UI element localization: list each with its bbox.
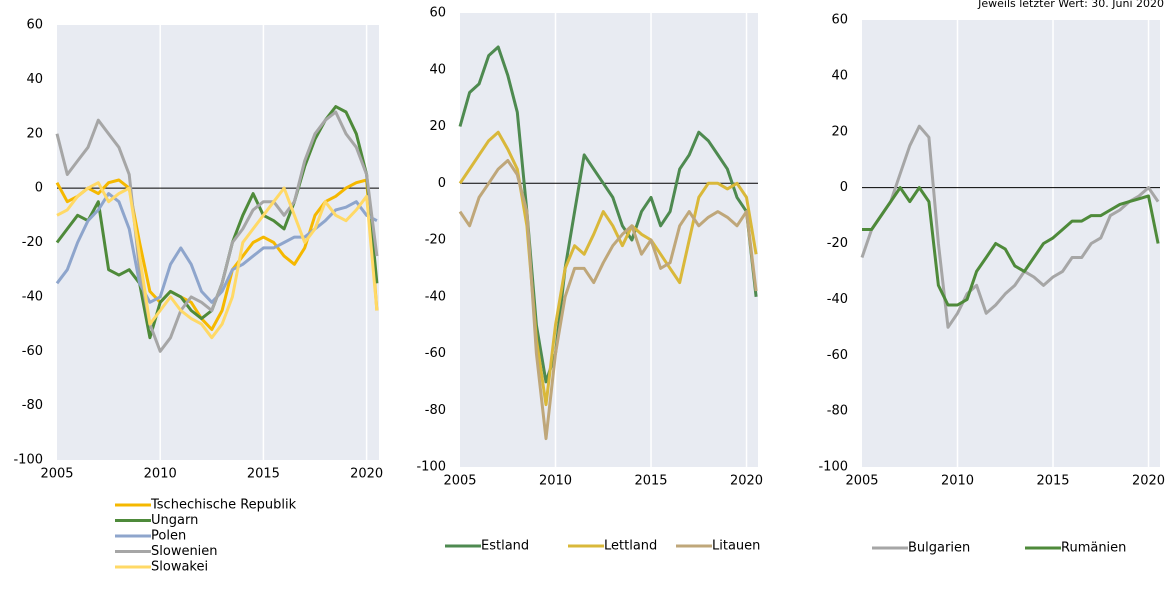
x-tick-label: 2020	[1132, 474, 1165, 489]
y-tick-label: 60	[831, 13, 848, 28]
y-tick-label: -100	[818, 460, 848, 475]
series-line	[458, 159, 758, 441]
x-tick-label: 2010	[539, 474, 572, 489]
y-tick-label: 0	[438, 176, 446, 191]
y-tick-label: 20	[831, 124, 848, 139]
legend-label: Ungarn	[151, 513, 198, 528]
x-tick-label: 2020	[730, 474, 763, 489]
legend-label: Lettland	[604, 539, 657, 554]
y-tick-label: -80	[827, 404, 848, 419]
y-tick-label: 0	[35, 181, 43, 196]
y-tick-label: -80	[425, 403, 446, 418]
y-tick-label: 40	[831, 68, 848, 83]
y-tick-label: -100	[13, 453, 43, 468]
x-tick-label: 2005	[443, 474, 476, 489]
x-tick-label: 2015	[247, 467, 280, 482]
series-line	[56, 181, 379, 340]
note: Jeweils letzter Wert: 30. Juni 2020	[977, 0, 1164, 10]
legend-label: Bulgarien	[908, 541, 970, 556]
series-line	[458, 130, 758, 407]
x-tick-label: 2015	[634, 474, 667, 489]
y-tick-label: -20	[827, 236, 848, 251]
legend-label: Tschechische Republik	[150, 498, 297, 513]
legend-label: Slowenien	[151, 544, 218, 559]
y-tick-label: -40	[22, 289, 43, 304]
plot-area	[862, 20, 1160, 467]
x-tick-label: 2005	[845, 474, 878, 489]
legend-label: Slowakei	[151, 560, 208, 575]
y-tick-label: -60	[425, 346, 446, 361]
series-line	[862, 186, 1160, 307]
x-tick-label: 2020	[350, 467, 383, 482]
y-tick-label: -80	[22, 398, 43, 413]
y-tick-label: 20	[26, 126, 43, 141]
y-tick-label: 60	[26, 18, 43, 33]
legend-label: Estland	[481, 539, 529, 554]
y-tick-label: -60	[22, 344, 43, 359]
legend-label: Polen	[151, 529, 186, 544]
legend-label: Litauen	[712, 539, 760, 554]
y-tick-label: 0	[840, 180, 848, 195]
y-tick-label: -40	[425, 289, 446, 304]
x-tick-label: 2015	[1036, 474, 1069, 489]
plot-area	[460, 13, 758, 467]
series-line	[860, 124, 1160, 329]
y-tick-label: -20	[22, 235, 43, 250]
y-tick-label: 40	[26, 72, 43, 87]
y-tick-label: 60	[429, 6, 446, 21]
y-tick-label: 40	[429, 62, 446, 77]
y-tick-label: 20	[429, 119, 446, 134]
y-tick-label: -60	[827, 348, 848, 363]
legend-label: Rumänien	[1061, 541, 1126, 556]
series-line	[55, 110, 379, 353]
plot-area	[57, 25, 379, 460]
series-line	[458, 45, 758, 384]
x-tick-label: 2010	[144, 467, 177, 482]
y-tick-label: -20	[425, 233, 446, 248]
y-tick-label: -40	[827, 292, 848, 307]
x-tick-label: 2005	[40, 467, 73, 482]
x-tick-label: 2010	[941, 474, 974, 489]
y-tick-label: -100	[416, 460, 446, 475]
